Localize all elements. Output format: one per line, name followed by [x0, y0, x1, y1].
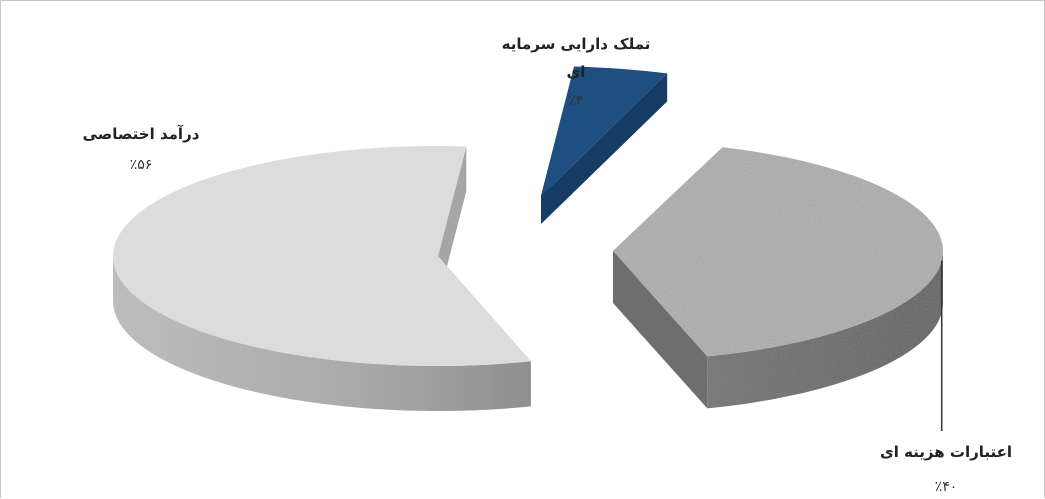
- slice-outer-wall: [113, 256, 531, 411]
- slice-value-2: ٪۴۰: [935, 479, 958, 495]
- slice-label-1-line2: ای: [567, 63, 586, 81]
- slice-label-0: درآمد اختصاصی: [83, 125, 200, 143]
- slice-wall-end: [613, 251, 708, 409]
- slice-top: [613, 147, 943, 357]
- pie-slice-1: [541, 66, 668, 225]
- labels-layer: درآمد اختصاصی ٪۵۶ تملک دارایی سرمایه ای ٪۴ اع…: [83, 35, 1012, 495]
- slice-label-2: اعتبارات هزینه ای: [880, 443, 1012, 461]
- pie-slice-0: [113, 146, 531, 411]
- slice-top: [541, 66, 668, 196]
- slice-value-0: ٪۵۶: [130, 157, 153, 173]
- slices-layer: [113, 66, 943, 411]
- slice-value-1: ٪۴: [568, 93, 583, 109]
- slice-label-1: تملک دارایی سرمایه: [502, 35, 651, 53]
- pie-slice-2: [613, 147, 943, 409]
- slice-outer-wall: [707, 251, 943, 409]
- slice-wall-end: [438, 146, 467, 301]
- slice-top: [113, 146, 531, 366]
- slice-wall-end: [541, 73, 668, 225]
